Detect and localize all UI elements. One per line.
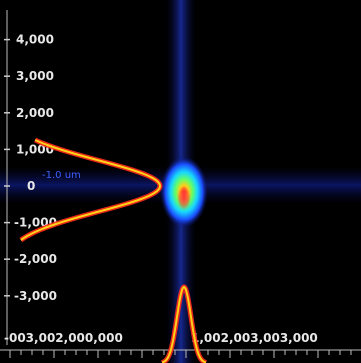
y-tick-label: -3,000 bbox=[14, 289, 57, 303]
x-tick-label-left: -003,002,000,000 bbox=[4, 331, 123, 345]
y-tick-label: 2,000 bbox=[16, 106, 54, 120]
horizontal-profile-curve bbox=[161, 285, 207, 363]
y-tick-label: 0 bbox=[27, 179, 35, 193]
width-annotation: -1.0 um bbox=[42, 170, 81, 181]
y-tick-label: 3,000 bbox=[16, 69, 54, 83]
vertical-profile-curve bbox=[20, 139, 162, 241]
beam-spot-core bbox=[177, 186, 191, 210]
y-tick-label: -2,000 bbox=[14, 252, 57, 266]
y-tick-label: 4,000 bbox=[16, 33, 54, 47]
x-tick-label-right: 1,002,003,003,000 bbox=[191, 331, 318, 345]
